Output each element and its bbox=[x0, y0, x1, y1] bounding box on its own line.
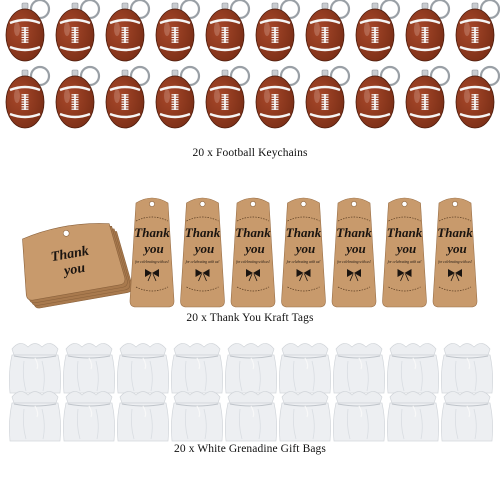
tag-you-text: you bbox=[193, 241, 215, 256]
bow-icon bbox=[246, 269, 260, 277]
football-keychain bbox=[205, 65, 251, 129]
tag-script-text: for celebrating with us! bbox=[135, 260, 170, 264]
organza-gift-bag bbox=[8, 391, 62, 442]
football-keychain bbox=[55, 0, 101, 62]
bow-icon bbox=[195, 269, 210, 277]
tag-you-text: you bbox=[142, 241, 164, 256]
organza-gift-bag bbox=[116, 391, 170, 442]
football-keychains-image bbox=[5, 0, 500, 129]
football-keychain bbox=[105, 65, 151, 129]
organza-gift-bag bbox=[278, 343, 332, 394]
tag-thank-text: Thank bbox=[286, 225, 322, 240]
organza-gift-bag bbox=[332, 343, 386, 394]
tags-section: Thank you Thank you for celebrating with us!… bbox=[0, 170, 500, 335]
keychains-caption: 20 x Football Keychains bbox=[192, 147, 308, 159]
football-keychain bbox=[155, 0, 201, 62]
tag-thank-text: Thank bbox=[235, 225, 271, 240]
football-keychain bbox=[455, 65, 500, 129]
gift-bags-image bbox=[8, 343, 494, 442]
tag-you-text: you bbox=[344, 241, 366, 256]
tag-script-text: for celebrating with us! bbox=[388, 260, 423, 264]
football-keychain bbox=[55, 65, 101, 129]
tag-script-text: for celebrating with us! bbox=[236, 260, 271, 264]
organza-gift-bag bbox=[440, 391, 494, 442]
bags-caption: 20 x White Grenadine Gift Bags bbox=[174, 443, 326, 455]
tag-thank-text: Thank bbox=[336, 225, 372, 240]
football-keychain bbox=[355, 65, 401, 129]
football-keychain bbox=[155, 65, 201, 129]
bow-icon bbox=[347, 269, 361, 277]
organza-gift-bag bbox=[116, 343, 170, 394]
tag-you-text: you bbox=[395, 241, 417, 256]
organza-gift-bag bbox=[440, 343, 494, 394]
keychains-section: 20 x Football Keychains bbox=[0, 0, 500, 170]
stack-you-text: you bbox=[61, 261, 86, 280]
football-keychain bbox=[255, 0, 301, 62]
organza-gift-bag bbox=[62, 343, 116, 394]
tag-you-text: you bbox=[243, 241, 265, 256]
organza-gift-bag bbox=[170, 391, 224, 442]
tag-script-text: for celebrating with us! bbox=[287, 260, 322, 264]
football-keychain bbox=[305, 65, 351, 129]
football-keychain bbox=[105, 0, 151, 62]
tag-you-text: you bbox=[445, 241, 467, 256]
tag-thank-text: Thank bbox=[134, 225, 170, 240]
bags-section: 20 x White Grenadine Gift Bags bbox=[0, 335, 500, 486]
football-keychain bbox=[305, 0, 351, 62]
organza-gift-bag bbox=[170, 343, 224, 394]
bow-icon bbox=[296, 269, 311, 277]
football-keychain bbox=[355, 0, 401, 62]
organza-gift-bag bbox=[224, 343, 278, 394]
football-keychain bbox=[5, 0, 51, 62]
tag-script-text: for celebrating with us! bbox=[186, 260, 221, 264]
tag-thank-text: Thank bbox=[185, 225, 221, 240]
tag-thank-text: Thank bbox=[387, 225, 423, 240]
tag-script-text: for celebrating with us! bbox=[438, 260, 473, 264]
organza-gift-bag bbox=[332, 391, 386, 442]
organza-gift-bag bbox=[224, 391, 278, 442]
organza-gift-bag bbox=[62, 391, 116, 442]
football-keychain bbox=[405, 0, 451, 62]
bow-icon bbox=[448, 269, 462, 277]
organza-gift-bag bbox=[278, 391, 332, 442]
bow-icon bbox=[397, 269, 412, 277]
football-keychain bbox=[255, 65, 301, 129]
tag-script-text: for celebrating with us! bbox=[337, 260, 372, 264]
organza-gift-bag bbox=[386, 391, 440, 442]
football-keychain bbox=[5, 65, 51, 129]
tag-thank-text: Thank bbox=[437, 225, 473, 240]
tag-you-text: you bbox=[294, 241, 316, 256]
football-keychain bbox=[455, 0, 500, 62]
organza-gift-bag bbox=[386, 343, 440, 394]
football-keychain bbox=[405, 65, 451, 129]
bow-icon bbox=[145, 269, 159, 277]
tags-caption: 20 x Thank You Kraft Tags bbox=[186, 312, 314, 324]
football-keychain bbox=[205, 0, 251, 62]
organza-gift-bag bbox=[8, 343, 62, 394]
stack-thank-text: Thank bbox=[50, 244, 90, 265]
